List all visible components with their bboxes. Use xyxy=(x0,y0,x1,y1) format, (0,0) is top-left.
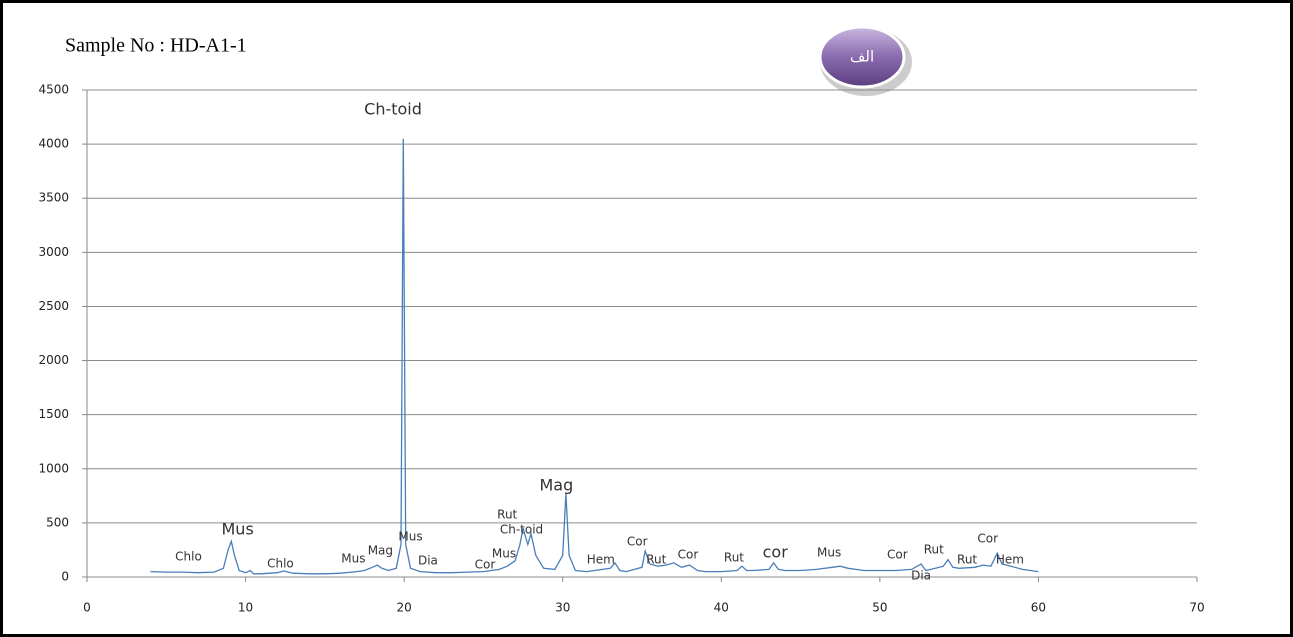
y-tick-label: 4000 xyxy=(38,137,69,151)
badge xyxy=(818,25,906,89)
y-tick-label: 0 xyxy=(61,570,69,584)
annotation: Mus xyxy=(398,529,422,543)
annotation: Mus xyxy=(222,520,254,539)
x-tick-label: 40 xyxy=(714,601,729,615)
x-tick-label: 0 xyxy=(83,601,91,615)
annotation: Mus xyxy=(341,552,365,566)
data-line xyxy=(150,138,1039,575)
annotation: Rut xyxy=(957,553,977,567)
annotation: Chlo xyxy=(267,557,294,571)
x-tick-label: 10 xyxy=(238,601,253,615)
y-tick-label: 4500 xyxy=(38,83,69,97)
annotation: Rut xyxy=(497,507,517,521)
annotation: cor xyxy=(763,542,789,561)
x-tick-label: 70 xyxy=(1189,601,1204,615)
annotation: Hem xyxy=(587,553,615,567)
annotation: Mag xyxy=(539,475,573,494)
annotation: Ch-toid xyxy=(364,100,422,119)
annotation: Ch-toid xyxy=(500,523,543,537)
x-tick-label: 20 xyxy=(397,601,412,615)
x-tick-label: 50 xyxy=(872,601,887,615)
annotation: Rut xyxy=(924,542,944,556)
annotation: Dia xyxy=(418,553,438,567)
x-tick-label: 60 xyxy=(1031,601,1046,615)
annotation: Rut xyxy=(646,553,666,567)
y-tick-label: 1000 xyxy=(38,461,69,475)
annotation: Mus xyxy=(817,545,841,559)
annotation: Dia xyxy=(911,569,931,583)
annotation: Cor xyxy=(977,532,998,546)
annotation: Cor xyxy=(627,535,648,549)
annotation: Rut xyxy=(724,550,744,564)
annotation: Cor xyxy=(475,557,496,571)
y-tick-label: 3000 xyxy=(38,245,69,259)
y-tick-label: 2000 xyxy=(38,353,69,367)
y-tick-label: 1500 xyxy=(38,407,69,421)
annotation: Chlo xyxy=(175,549,202,563)
annotation: Cor xyxy=(678,548,699,562)
x-tick-label: 30 xyxy=(555,601,570,615)
y-tick-label: 500 xyxy=(46,515,69,529)
y-tick-label: 3500 xyxy=(38,191,69,205)
chart-title: Sample No : HD-A1-1 xyxy=(65,35,247,57)
y-tick-label: 2500 xyxy=(38,299,69,313)
badge-text: الف xyxy=(850,48,874,66)
annotation: Mus xyxy=(492,546,516,560)
annotation: Mag xyxy=(368,544,393,558)
annotation: Cor xyxy=(887,548,908,562)
annotation: Hem xyxy=(996,553,1024,567)
